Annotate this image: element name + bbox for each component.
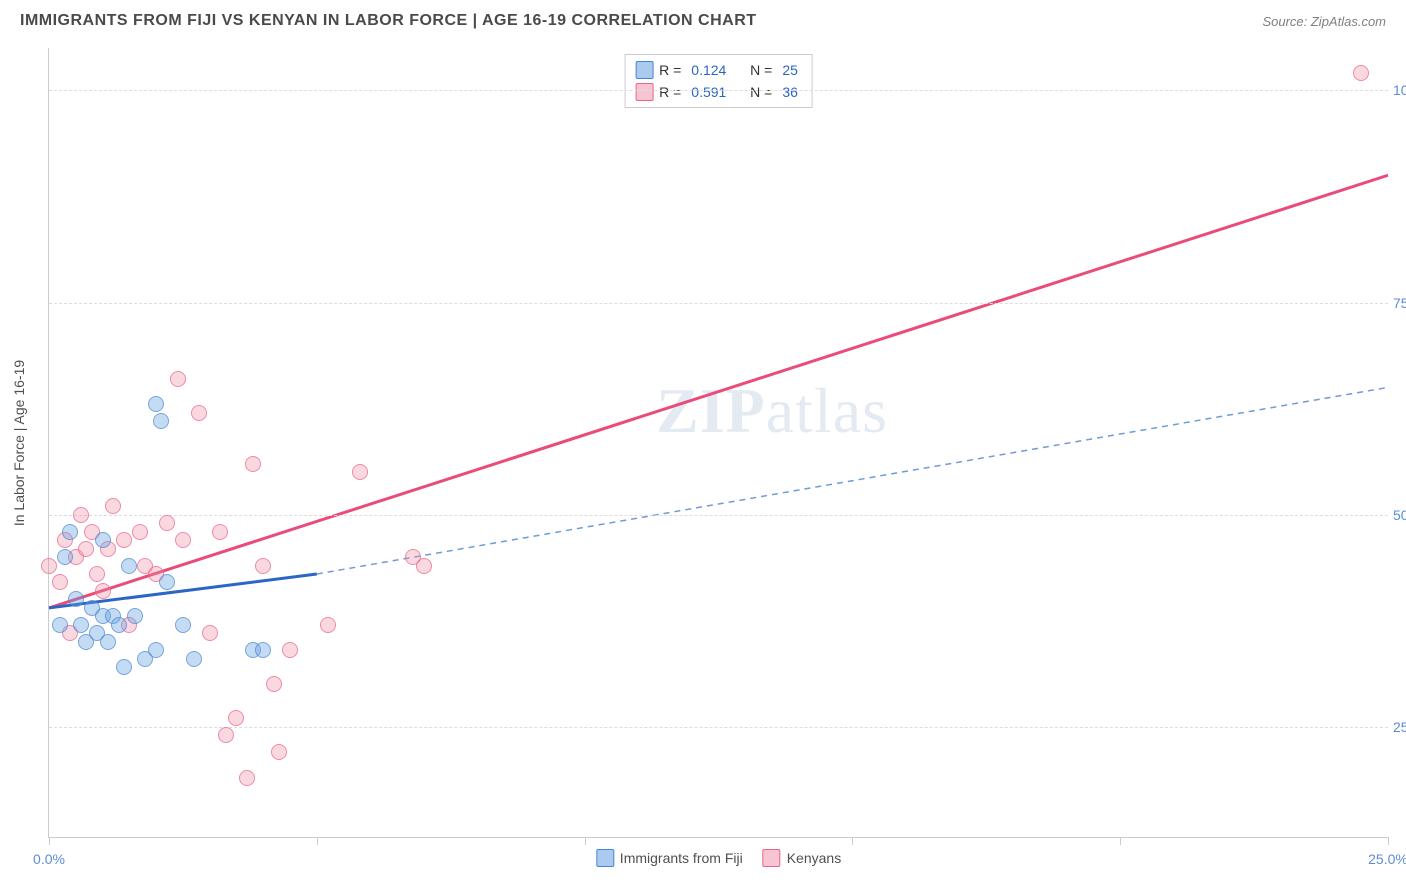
scatter-point-fiji [148,642,164,658]
x-tick-label: 0.0% [33,851,65,867]
scatter-point-kenyan [170,371,186,387]
scatter-point-kenyan [52,574,68,590]
chart-plot-area: In Labor Force | Age 16-19 ZIPatlas R = … [48,48,1388,838]
scatter-point-kenyan [95,583,111,599]
scatter-point-fiji [95,532,111,548]
scatter-point-fiji [57,549,73,565]
y-tick-label: 25.0% [1393,719,1406,735]
series-legend: Immigrants from Fiji Kenyans [596,849,841,867]
regression-line [317,387,1388,574]
scatter-point-kenyan [41,558,57,574]
scatter-point-kenyan [245,456,261,472]
legend-entry-fiji: Immigrants from Fiji [596,849,743,867]
scatter-point-fiji [121,558,137,574]
scatter-point-kenyan [352,464,368,480]
scatter-point-kenyan [416,558,432,574]
swatch-blue-icon [596,849,614,867]
scatter-point-kenyan [191,405,207,421]
scatter-point-kenyan [266,676,282,692]
scatter-point-fiji [159,574,175,590]
scatter-point-fiji [175,617,191,633]
scatter-point-kenyan [282,642,298,658]
gridline-h [49,303,1388,304]
x-tick [1120,837,1121,845]
x-tick-label: 25.0% [1368,851,1406,867]
scatter-point-kenyan [271,744,287,760]
scatter-point-kenyan [218,727,234,743]
scatter-point-kenyan [239,770,255,786]
scatter-point-kenyan [255,558,271,574]
scatter-point-kenyan [78,541,94,557]
scatter-point-kenyan [212,524,228,540]
legend-entry-kenyan: Kenyans [763,849,841,867]
scatter-point-fiji [255,642,271,658]
x-tick [852,837,853,845]
scatter-point-kenyan [159,515,175,531]
scatter-point-kenyan [175,532,191,548]
scatter-point-fiji [116,659,132,675]
regression-lines-svg [49,48,1388,837]
source-label: Source: ZipAtlas.com [1262,14,1386,29]
scatter-point-kenyan [228,710,244,726]
y-tick-label: 75.0% [1393,295,1406,311]
scatter-point-kenyan [132,524,148,540]
scatter-point-kenyan [89,566,105,582]
swatch-pink-icon [763,849,781,867]
y-tick-label: 100.0% [1393,82,1406,98]
legend-label: Immigrants from Fiji [620,850,743,866]
scatter-point-fiji [68,591,84,607]
scatter-point-kenyan [320,617,336,633]
scatter-point-fiji [100,634,116,650]
scatter-point-kenyan [73,507,89,523]
y-tick-label: 50.0% [1393,507,1406,523]
gridline-h [49,515,1388,516]
gridline-h [49,727,1388,728]
scatter-point-fiji [127,608,143,624]
scatter-point-kenyan [116,532,132,548]
y-axis-label: In Labor Force | Age 16-19 [11,359,27,525]
scatter-point-fiji [111,617,127,633]
scatter-point-fiji [153,413,169,429]
scatter-point-fiji [62,524,78,540]
gridline-h [49,90,1388,91]
scatter-point-fiji [148,396,164,412]
scatter-point-kenyan [105,498,121,514]
legend-label: Kenyans [787,850,841,866]
scatter-point-fiji [186,651,202,667]
chart-header: IMMIGRANTS FROM FIJI VS KENYAN IN LABOR … [0,0,1406,38]
scatter-point-kenyan [202,625,218,641]
x-tick [1388,837,1389,845]
scatter-point-fiji [73,617,89,633]
scatter-point-fiji [52,617,68,633]
chart-title: IMMIGRANTS FROM FIJI VS KENYAN IN LABOR … [20,12,757,30]
scatter-point-kenyan [1353,65,1369,81]
x-tick [585,837,586,845]
x-tick [317,837,318,845]
x-tick [49,837,50,845]
regression-line [49,175,1388,608]
